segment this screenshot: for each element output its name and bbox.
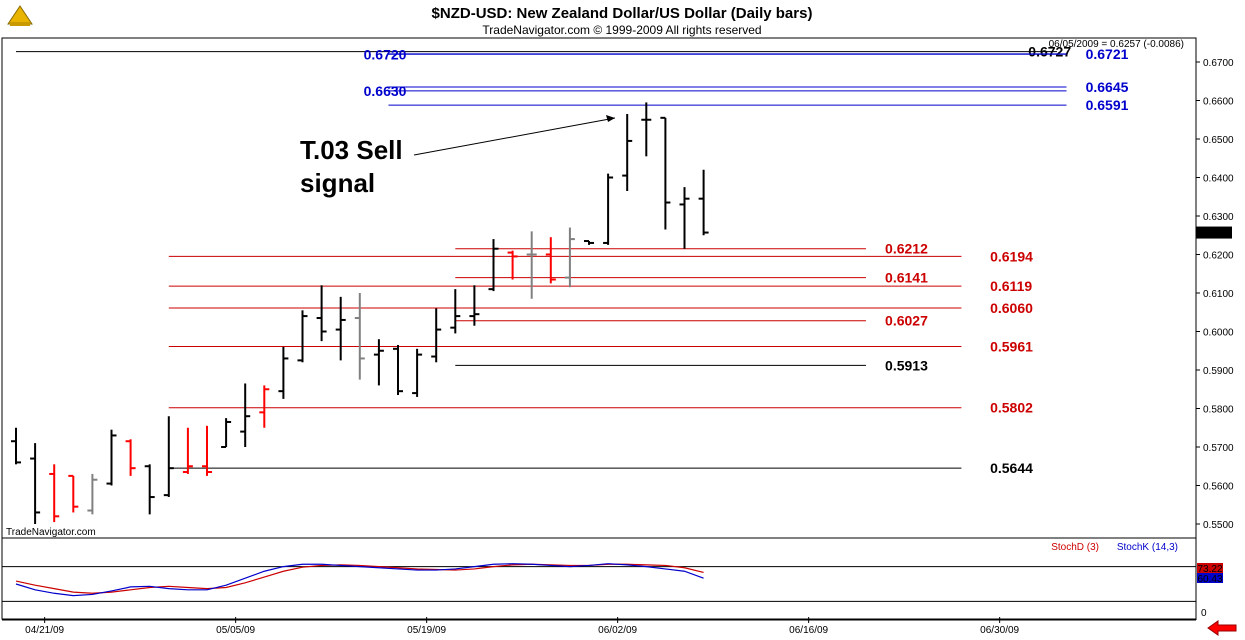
ohlc-bar	[259, 385, 270, 428]
y-tick-label: 0.5500	[1203, 520, 1234, 531]
y-tick-label: 0.6200	[1203, 251, 1234, 262]
ohlc-bar	[660, 116, 671, 230]
ohlc-bar	[641, 102, 652, 157]
ohlc-bar	[412, 348, 423, 397]
x-tick-label: 05/19/09	[407, 625, 446, 636]
stoch-d-value: 73.22	[1197, 564, 1222, 575]
level-label: 0.6727	[1028, 44, 1071, 60]
ohlc-bar	[30, 443, 41, 524]
sell-signal-annotation: T.03 Sell signal	[300, 115, 616, 198]
ohlc-bar	[450, 289, 461, 334]
chart-subtitle: TradeNavigator.com © 1999-2009 All right…	[482, 23, 761, 37]
x-tick-label: 06/02/09	[598, 625, 637, 636]
ohlc-bar	[144, 464, 155, 515]
ohlc-bar	[564, 227, 575, 288]
ohlc-bar	[679, 187, 690, 249]
ohlc-bar	[622, 113, 633, 191]
last-bar-info: 06/05/2009 = 0.6257 (-0.0086)	[1049, 39, 1184, 50]
stochastic-indicator	[2, 563, 1196, 602]
ohlc-bar	[316, 285, 327, 342]
ohlc-bar	[488, 239, 499, 292]
stoch-zero-label: 0	[1201, 608, 1207, 619]
x-tick-label: 06/30/09	[980, 625, 1019, 636]
app-logo	[3, 2, 37, 30]
level-label: 0.5913	[885, 357, 928, 373]
y-tick-label: 0.6700	[1203, 58, 1234, 69]
last-price-box	[1196, 226, 1232, 239]
ohlc-bar	[335, 296, 346, 361]
ohlc-bar	[87, 473, 98, 515]
level-label: 0.6119	[990, 278, 1032, 294]
y-tick-label: 0.6300	[1203, 212, 1234, 223]
ohlc-bar	[469, 285, 480, 326]
y-tick-label: 0.6100	[1203, 289, 1234, 300]
scroll-right-arrow-icon[interactable]	[1206, 620, 1238, 636]
x-tick-label: 06/16/09	[789, 625, 828, 636]
y-tick-label: 0.5700	[1203, 443, 1234, 454]
chart-title: $NZD-USD: New Zealand Dollar/US Dollar (…	[432, 5, 813, 22]
y-tick-label: 0.5800	[1203, 405, 1234, 416]
ohlc-bar	[68, 474, 79, 513]
y-axis: 0.6700 0.6600 0.6500 0.6400 0.6300 0.6200 0.61…	[1196, 58, 1234, 531]
level-label: 0.6212	[885, 241, 928, 257]
level-label: 0.6591	[1086, 97, 1129, 113]
ohlc-bar	[221, 418, 232, 448]
stoch-d-legend: StochD (3)	[1051, 542, 1099, 553]
level-label: 0.6060	[990, 300, 1033, 316]
ohlc-bar	[545, 237, 556, 284]
y-tick-label: 0.6600	[1203, 97, 1234, 108]
stoch-k-value: 60.43	[1197, 574, 1222, 585]
level-label: 0.5644	[990, 460, 1033, 476]
ohlc-bars	[11, 102, 709, 524]
ohlc-bar	[507, 250, 518, 280]
ohlc-bar	[125, 439, 136, 476]
ohlc-bar	[603, 173, 614, 245]
y-tick-label: 0.6500	[1203, 135, 1234, 146]
stoch-k-legend: StochK (14,3)	[1117, 542, 1178, 553]
level-label: 0.5802	[990, 400, 1033, 416]
level-label: 0.6630	[364, 83, 407, 99]
ohlc-bar	[297, 310, 308, 363]
x-tick-label: 04/21/09	[25, 625, 64, 636]
y-tick-label: 0.6000	[1203, 328, 1234, 339]
ohlc-bar	[278, 346, 289, 399]
ohlc-bar	[526, 231, 537, 299]
ohlc-bar	[393, 344, 403, 396]
price-levels: 0.6727 0.6721 0.6720 0.6645 0.6630 0.6591 0.62…	[16, 44, 1129, 476]
ohlc-bar	[373, 339, 384, 386]
level-label: 0.6141	[885, 270, 928, 286]
level-label: 0.6027	[885, 313, 928, 329]
ohlc-bar	[431, 308, 442, 363]
level-label: 0.6645	[1086, 79, 1129, 95]
annotation-line2: signal	[300, 168, 375, 198]
y-tick-label: 0.5900	[1203, 366, 1234, 377]
ohlc-bar	[584, 240, 594, 245]
ohlc-bar	[182, 427, 193, 474]
level-label: 0.6194	[990, 248, 1033, 264]
x-axis: 04/21/09 05/05/09 05/19/09 06/02/09 06/16/09…	[2, 617, 1196, 636]
stoch-d-value-box	[1197, 563, 1223, 573]
ohlc-bar	[698, 169, 709, 236]
level-label: 0.6721	[1086, 46, 1129, 62]
ohlc-bar	[49, 464, 60, 523]
x-tick-label: 05/05/09	[216, 625, 255, 636]
watermark: TradeNavigator.com	[6, 527, 96, 538]
stoch-k-value-box	[1197, 573, 1223, 583]
y-tick-label: 0.5600	[1203, 482, 1234, 493]
stoch-k-line	[15, 563, 704, 597]
last-price-label: 0.6257	[1199, 229, 1230, 240]
ohlc-bar	[240, 383, 251, 447]
ohlc-bar	[11, 427, 21, 465]
ohlc-bar	[354, 293, 365, 380]
ohlc-bar	[202, 425, 212, 476]
y-tick-label: 0.6400	[1203, 174, 1234, 185]
ohlc-bar	[106, 429, 117, 486]
level-label: 0.6720	[364, 46, 407, 62]
stoch-panel	[1, 537, 1197, 620]
ohlc-bar	[163, 416, 174, 498]
level-label: 0.5961	[990, 339, 1033, 355]
annotation-line1: T.03 Sell	[300, 135, 403, 165]
